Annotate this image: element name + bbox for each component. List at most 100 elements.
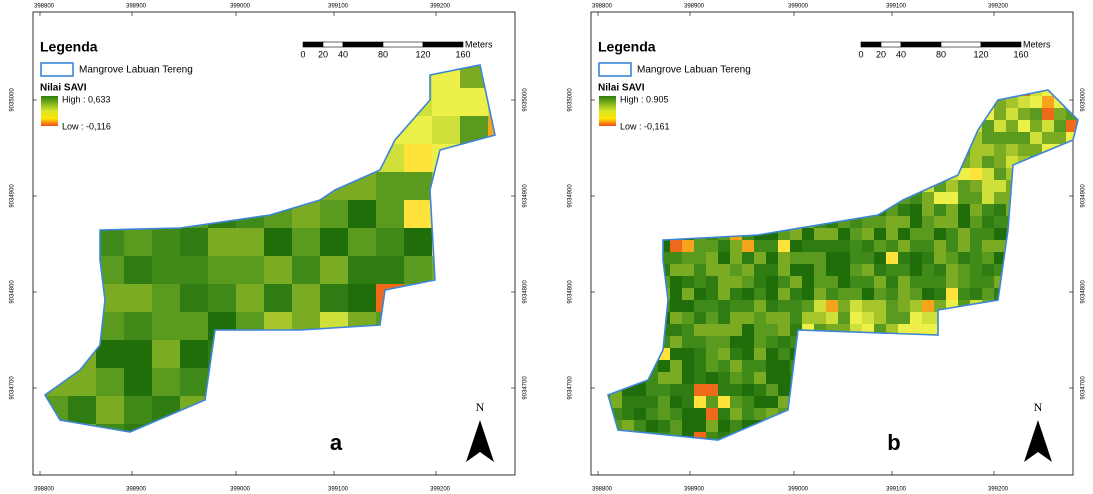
x-coordinate: 399000 [788, 4, 809, 10]
raster-cell [706, 420, 718, 432]
raster-cell [1042, 96, 1054, 108]
raster-cell [946, 216, 958, 228]
raster-cell [694, 372, 706, 384]
raster-cell [922, 252, 934, 264]
raster-cell [910, 288, 922, 300]
raster-cell [180, 228, 208, 256]
raster-cell [1078, 252, 1090, 264]
raster-cell [970, 288, 982, 300]
raster-cell [814, 252, 826, 264]
raster-cell [124, 312, 152, 340]
raster-cell [706, 276, 718, 288]
raster-cell [766, 288, 778, 300]
raster-cell [1078, 360, 1090, 372]
raster-cell [778, 372, 790, 384]
raster-cell [754, 252, 766, 264]
raster-cell [754, 408, 766, 420]
raster-cell [236, 228, 264, 256]
raster-cell [432, 88, 460, 116]
raster-cell [958, 264, 970, 276]
raster-cell [898, 288, 910, 300]
legend-boundary: Mangrove Labuan Tereng [637, 65, 751, 76]
raster-cell [718, 432, 730, 440]
raster-cell [730, 396, 742, 408]
raster-cell [516, 368, 544, 396]
raster-cell [862, 228, 874, 240]
raster-cell [838, 300, 850, 312]
raster-cell [910, 300, 922, 312]
raster-cell [516, 144, 544, 172]
raster-cell [730, 348, 742, 360]
raster-cell [1078, 324, 1090, 336]
scale-unit: Meters [1023, 39, 1051, 49]
raster-cell [622, 420, 634, 432]
raster-cell [826, 312, 838, 324]
raster-cell [730, 384, 742, 396]
raster-cell [850, 300, 862, 312]
raster-cell [742, 360, 754, 372]
raster-cell [790, 276, 802, 288]
raster-cell [742, 408, 754, 420]
raster-cell [152, 312, 180, 340]
map-panel: 398800 398800 398900 398900 399000 399000 3991… [10, 4, 544, 493]
raster-cell [790, 288, 802, 300]
raster-cell [706, 360, 718, 372]
raster-cell [682, 324, 694, 336]
raster-cell [682, 420, 694, 432]
raster-cell [778, 336, 790, 348]
raster-cell [802, 300, 814, 312]
raster-cell [658, 372, 670, 384]
raster-cell [982, 144, 994, 156]
raster-cell [742, 240, 754, 252]
raster-cell [718, 396, 730, 408]
scale-label: 0 [858, 49, 863, 59]
raster-cell [754, 240, 766, 252]
raster-cell [320, 284, 348, 312]
raster-cell [826, 264, 838, 276]
raster-cell [706, 384, 718, 396]
raster-cell [982, 276, 994, 288]
raster-cell [694, 324, 706, 336]
raster-cell [958, 228, 970, 240]
scale-label: 40 [338, 49, 348, 59]
scale-segment [342, 41, 384, 48]
raster-cell [1042, 120, 1054, 132]
raster-cell [850, 228, 862, 240]
raster-cell [994, 216, 1006, 228]
raster-cell [180, 312, 208, 340]
raster-cell [838, 312, 850, 324]
raster-cell [778, 396, 790, 408]
raster-cell [682, 240, 694, 252]
raster-cell [946, 288, 958, 300]
raster-cell [634, 384, 646, 396]
raster-cell [982, 252, 994, 264]
raster-cell [432, 116, 460, 144]
raster-cell [718, 276, 730, 288]
y-coordinate: 9035000 [568, 88, 574, 112]
raster-cell [682, 360, 694, 372]
raster-cell [910, 240, 922, 252]
raster-cell [886, 264, 898, 276]
raster-cell [718, 408, 730, 420]
raster-cell [516, 228, 544, 256]
raster-cell [994, 120, 1006, 132]
x-coordinate: 399100 [328, 487, 349, 493]
raster-cell [488, 116, 495, 144]
raster-cell [670, 336, 682, 348]
raster-cell [838, 240, 850, 252]
raster-cell [682, 372, 694, 384]
raster-cell [778, 252, 790, 264]
raster-cell [1078, 144, 1090, 156]
raster-cell [516, 424, 544, 452]
raster-cell [994, 240, 1006, 252]
raster-cell [946, 192, 958, 204]
raster-cell [862, 288, 874, 300]
raster-cell [670, 360, 682, 372]
raster-cell [694, 348, 706, 360]
north-arrow [466, 420, 494, 462]
raster-cell [152, 256, 180, 284]
raster-cell [970, 264, 982, 276]
raster-cell [376, 228, 404, 256]
raster-cell [946, 228, 958, 240]
